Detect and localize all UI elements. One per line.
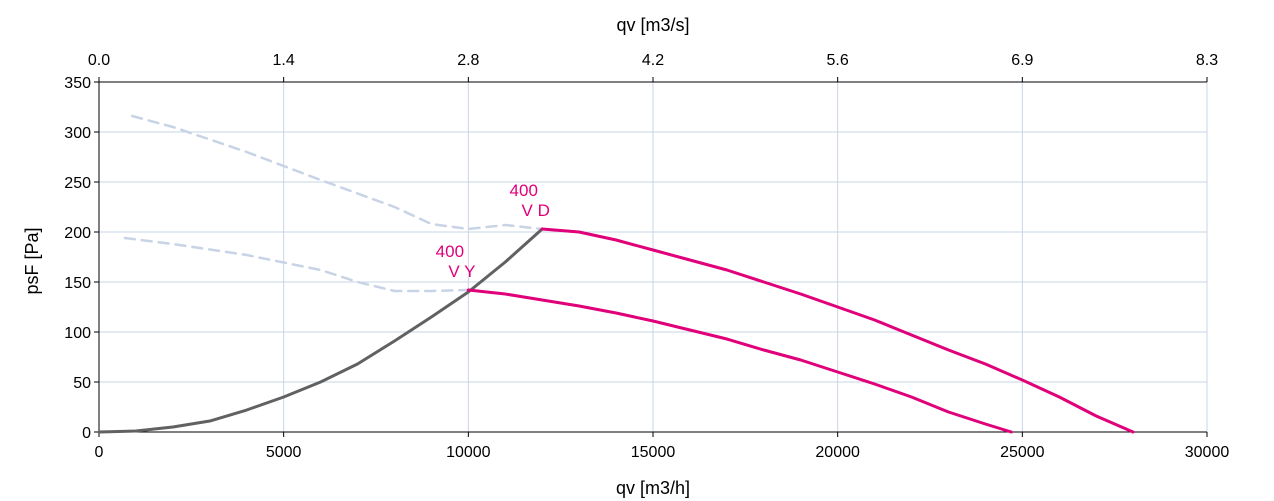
operating-curve-1 xyxy=(466,288,1013,434)
x-tick-label: 0 xyxy=(95,444,104,461)
y-tick-label: 100 xyxy=(64,325,91,342)
x2-tick-label: 2.8 xyxy=(457,52,479,69)
y-tick-label: 200 xyxy=(64,225,91,242)
x-tick-label: 15000 xyxy=(631,444,676,461)
y-tick-label: 50 xyxy=(73,375,91,392)
x-tick-label: 30000 xyxy=(1185,444,1230,461)
y-tick-label: 300 xyxy=(64,125,91,142)
system-curve-2 xyxy=(97,227,544,434)
stall-curve-3 xyxy=(130,114,544,231)
y-axis-title: psF [Pa] xyxy=(22,227,42,294)
x2-tick-label: 0.0 xyxy=(88,52,110,69)
x-tick-label: 20000 xyxy=(815,444,860,461)
x2-axis-title: qv [m3/s] xyxy=(616,15,689,35)
y-tick-label: 350 xyxy=(64,75,91,92)
x2-tick-label: 4.2 xyxy=(642,52,664,69)
x2-tick-label: 6.9 xyxy=(1011,52,1033,69)
curve-label-line1: 400 xyxy=(510,181,538,200)
curve-label-line2: V Y xyxy=(448,262,475,281)
y-tick-label: 0 xyxy=(82,425,91,442)
curve-label-line1: 400 xyxy=(436,242,464,261)
x-tick-label: 25000 xyxy=(1000,444,1045,461)
operating-curve-0 xyxy=(540,227,1135,434)
x-tick-label: 10000 xyxy=(446,444,491,461)
grid-lines xyxy=(99,81,1208,432)
curve-label-line2: V D xyxy=(522,201,550,220)
x-tick-label: 5000 xyxy=(266,444,302,461)
x2-tick-label: 8.3 xyxy=(1196,52,1218,69)
stall-curve-4 xyxy=(123,236,470,293)
x2-tick-label: 1.4 xyxy=(273,52,295,69)
y-tick-label: 250 xyxy=(64,175,91,192)
x2-tick-label: 5.6 xyxy=(827,52,849,69)
y-tick-label: 150 xyxy=(64,275,91,292)
x-axis-title: qv [m3/h] xyxy=(616,478,690,498)
